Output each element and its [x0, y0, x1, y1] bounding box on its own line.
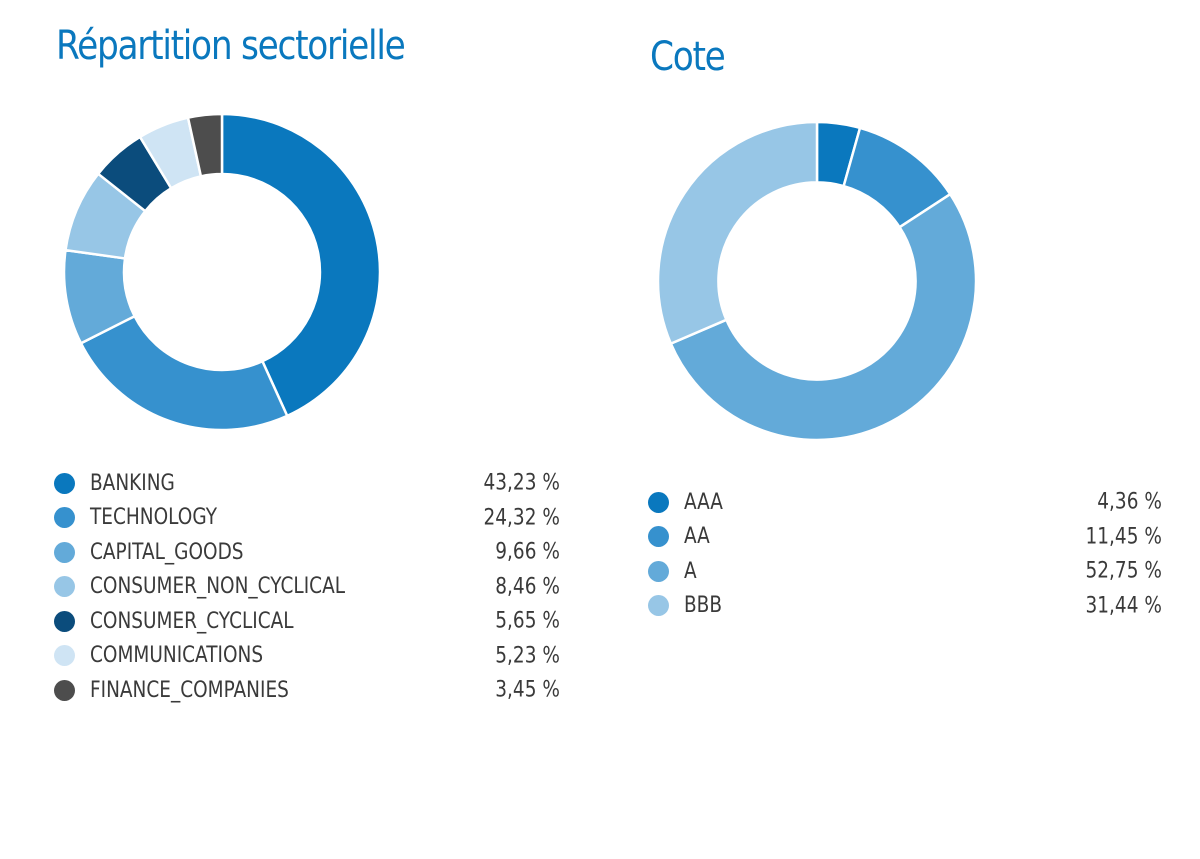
- slice-a: [669, 192, 978, 442]
- legend-value: 11,45 %: [1085, 524, 1162, 550]
- legend-item-consumer-cyclical: CONSUMER_CYCLICAL 5,65 %: [54, 604, 560, 639]
- legend-label: BANKING: [90, 470, 175, 496]
- legend-item-bbb: BBB 31,44 %: [648, 589, 1162, 624]
- rating-legend: AAA 4,36 % AA 11,45 % A 52,75 % BBB 31,44 %: [648, 485, 1162, 623]
- legend-label: AA: [684, 524, 710, 550]
- legend-swatch: [54, 610, 75, 632]
- legend-value: 3,45 %: [495, 677, 560, 703]
- legend-swatch: [648, 595, 669, 617]
- legend-item-finance-companies: FINANCE_COMPANIES 3,45 %: [54, 673, 560, 708]
- slice-bbb: [656, 120, 819, 345]
- legend-item-communications: COMMUNICATIONS 5,23 %: [54, 639, 560, 674]
- legend-item-a: A 52,75 %: [648, 554, 1162, 589]
- legend-item-technology: TECHNOLOGY 24,32 %: [54, 501, 560, 536]
- legend-label: COMMUNICATIONS: [90, 643, 264, 669]
- legend-item-aa: AA 11,45 %: [648, 520, 1162, 555]
- rating-chart-title: Cote: [650, 34, 726, 80]
- legend-value: 4,36 %: [1097, 489, 1162, 515]
- legend-label: CONSUMER_NON_CYCLICAL: [90, 574, 346, 600]
- legend-label: FINANCE_COMPANIES: [90, 677, 289, 703]
- legend-label: CAPITAL_GOODS: [90, 539, 244, 565]
- slice-banking: [220, 112, 382, 418]
- legend-value: 5,65 %: [495, 608, 560, 634]
- legend-value: 9,66 %: [495, 539, 560, 565]
- legend-label: CONSUMER_CYCLICAL: [90, 608, 294, 634]
- legend-label: A: [684, 558, 697, 584]
- legend-value: 24,32 %: [483, 505, 560, 531]
- legend-swatch: [54, 507, 75, 529]
- legend-swatch: [648, 491, 669, 513]
- slice-finance-companies: [186, 112, 224, 178]
- slice-technology: [79, 314, 289, 432]
- legend-swatch: [54, 679, 75, 701]
- sector-chart-title: Répartition sectorielle: [56, 23, 406, 69]
- legend-label: TECHNOLOGY: [90, 505, 218, 531]
- legend-item-banking: BANKING 43,23 %: [54, 466, 560, 501]
- sector-donut-chart: [62, 112, 382, 432]
- rating-donut-chart: [656, 120, 978, 442]
- legend-value: 43,23 %: [483, 470, 560, 496]
- legend-item-capital-goods: CAPITAL_GOODS 9,66 %: [54, 535, 560, 570]
- legend-value: 5,23 %: [495, 643, 560, 669]
- legend-item-aaa: AAA 4,36 %: [648, 485, 1162, 520]
- legend-swatch: [648, 560, 669, 582]
- legend-value: 31,44 %: [1085, 593, 1162, 619]
- legend-swatch: [54, 541, 75, 563]
- legend-swatch: [648, 526, 669, 548]
- legend-value: 52,75 %: [1085, 558, 1162, 584]
- sector-legend: BANKING 43,23 % TECHNOLOGY 24,32 % CAPITAL_G…: [54, 466, 560, 708]
- legend-label: AAA: [684, 489, 723, 515]
- legend-swatch: [54, 645, 75, 667]
- legend-swatch: [54, 472, 75, 494]
- legend-value: 8,46 %: [495, 574, 560, 600]
- legend-swatch: [54, 576, 75, 598]
- legend-item-consumer-non-cyclical: CONSUMER_NON_CYCLICAL 8,46 %: [54, 570, 560, 605]
- legend-label: BBB: [684, 593, 723, 619]
